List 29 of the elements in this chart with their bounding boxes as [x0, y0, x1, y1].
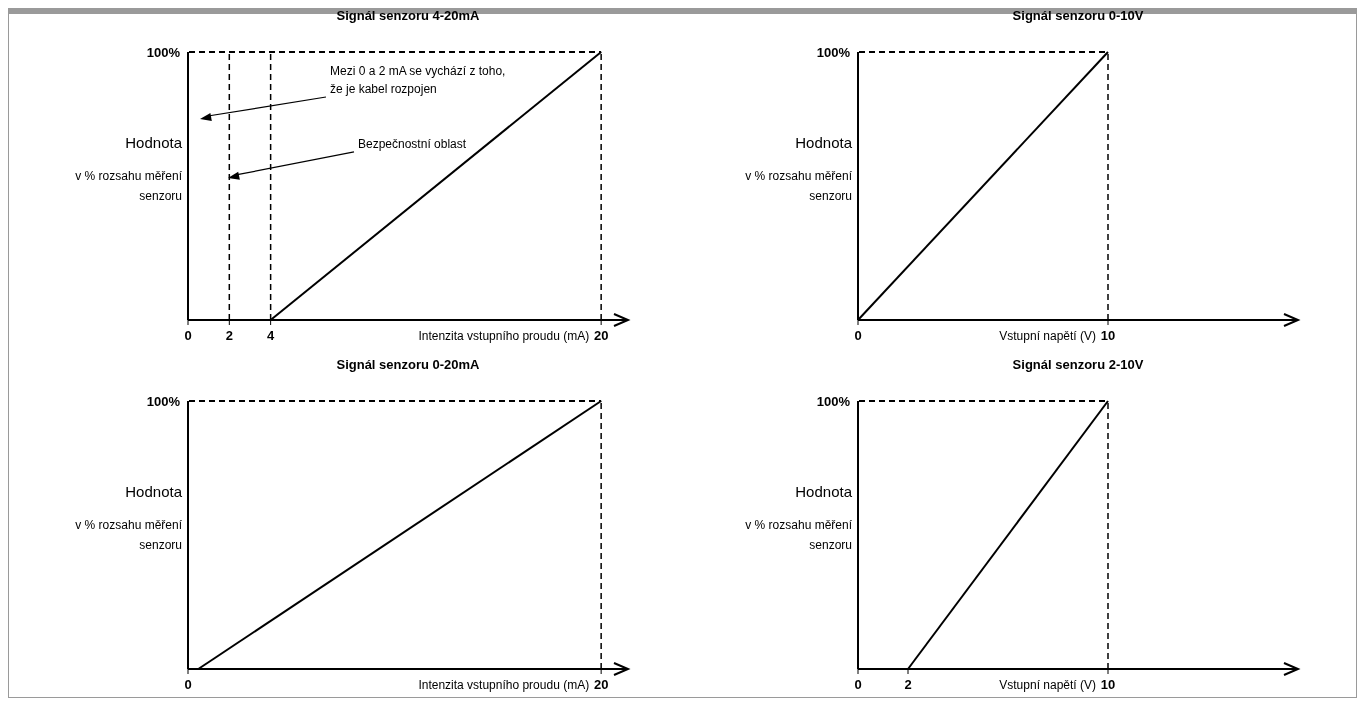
text: Hodnota v % rozsahu měření senzoru: [745, 483, 852, 552]
ref-line-label: 100%: [816, 394, 851, 409]
text: Hodnota v % rozsahu měření senzoru: [75, 134, 182, 203]
annotation: Mezi 0 a 2 mA se vychází z toho, že je kabel rozpojen: [330, 64, 506, 96]
x-axis-title: Vstupní napětí (V): [999, 678, 1096, 692]
x-tick-label: 0: [184, 328, 192, 343]
chart-title: Signál senzoru 0-10V: [1012, 8, 1144, 23]
text: Hodnota v % rozsahu měření senzoru: [75, 483, 182, 552]
x-tick-label: 0: [854, 328, 862, 343]
x-axis-title: Intenzita vstupního proudu (mA): [418, 329, 590, 343]
text: Hodnota v % rozsahu měření senzoru: [745, 134, 852, 203]
annotation: Bezpečnostní oblast: [358, 136, 467, 151]
x-axis-title: Intenzita vstupního proudu (mA): [418, 678, 590, 692]
chart-title: Signál senzoru 4-20mA: [336, 8, 481, 23]
chart-title: Signál senzoru 0-20mA: [336, 357, 481, 372]
x-tick-label: 0: [854, 677, 862, 692]
x-tick-label: 10: [1100, 328, 1116, 343]
x-axis-title: Vstupní napětí (V): [999, 329, 1096, 343]
x-tick-label: 20: [593, 677, 609, 692]
x-tick-label: 20: [593, 328, 609, 343]
x-tick-label: 10: [1100, 677, 1116, 692]
x-tick-label: 2: [225, 328, 233, 343]
x-tick-label: 4: [267, 328, 276, 343]
ref-line-label: 100%: [816, 45, 851, 60]
chart-title: Signál senzoru 2-10V: [1012, 357, 1144, 372]
x-tick-label: 2: [904, 677, 912, 692]
x-tick-label: 0: [184, 677, 192, 692]
ref-line-label: 100%: [146, 45, 181, 60]
ref-line-label: 100%: [146, 394, 181, 409]
